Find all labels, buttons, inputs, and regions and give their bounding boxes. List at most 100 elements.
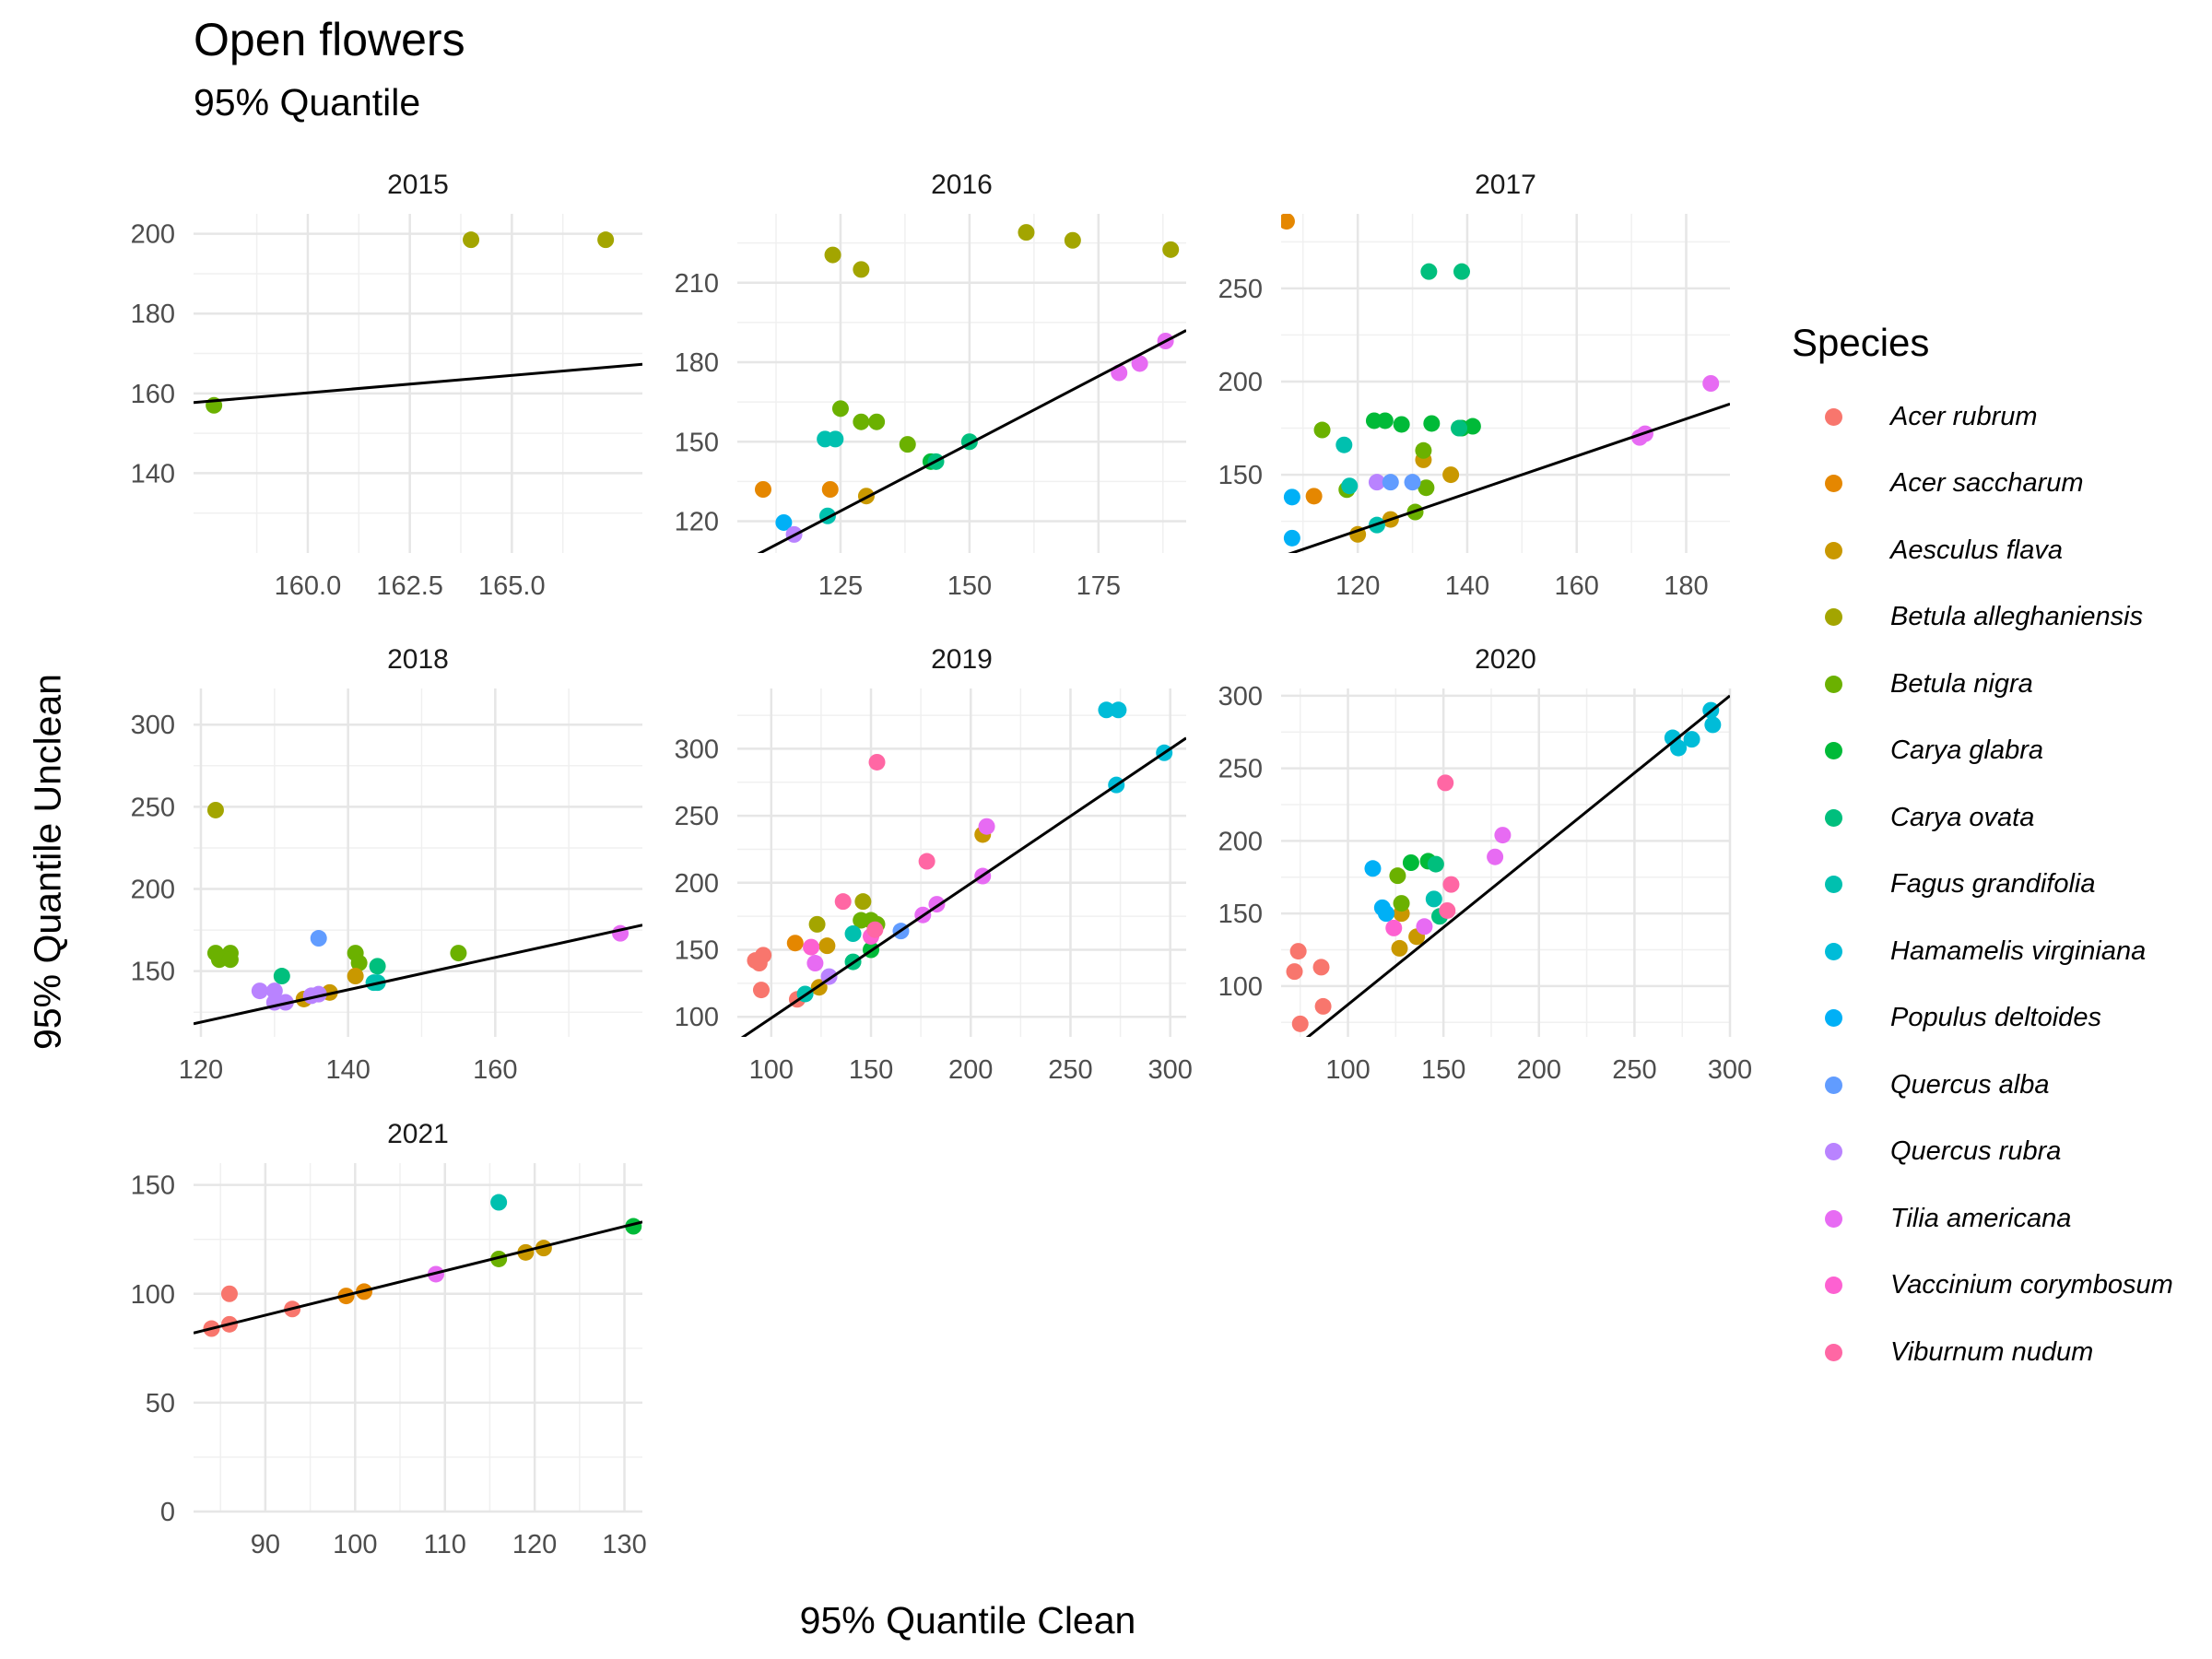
panel-marks (194, 1194, 642, 1337)
x-tick-label: 120 (179, 1055, 223, 1085)
x-tick-label: 125 (818, 571, 863, 601)
y-tick-label: 50 (146, 1389, 175, 1418)
fit-line (740, 736, 1186, 1037)
x-tick-label: 100 (749, 1055, 794, 1085)
data-point (1437, 774, 1454, 792)
legend-item: Hamamelis virginiana (1792, 918, 2173, 985)
data-point (1439, 901, 1456, 919)
data-point (310, 930, 327, 947)
chart-title: Open flowers (194, 14, 465, 65)
x-tick-label: 140 (325, 1055, 370, 1085)
data-point (775, 513, 793, 531)
data-point (755, 947, 772, 964)
fit-line (194, 1220, 642, 1335)
data-point (463, 231, 480, 249)
x-tick-label: 200 (948, 1055, 993, 1085)
x-tick-label: 120 (1335, 571, 1380, 601)
facet-panel-2016: 125 150 175 120 150 180 210 2016 (675, 170, 1186, 601)
data-point (752, 982, 770, 999)
data-point (824, 246, 841, 264)
legend-label: Quercus rubra (1890, 1136, 2062, 1167)
data-point (1283, 529, 1300, 547)
legend-key (1825, 541, 1842, 559)
data-point (347, 968, 364, 985)
legend-key (1825, 1277, 1842, 1295)
y-tick-label: 200 (675, 869, 719, 899)
legend-label: Betula nigra (1890, 668, 2033, 699)
data-point (1364, 860, 1382, 877)
data-point (1425, 890, 1442, 908)
data-point (490, 1194, 508, 1211)
facet-label: 2020 (1475, 644, 1536, 675)
data-point (1314, 997, 1332, 1015)
y-tick-label: 150 (675, 936, 719, 966)
legend-label: Aesculus flava (1890, 535, 2063, 565)
data-point (1415, 441, 1432, 459)
legend-key (1825, 608, 1842, 627)
data-point (1018, 224, 1035, 241)
x-tick-label: 160.0 (275, 571, 342, 601)
y-tick-label: 150 (131, 958, 175, 987)
fit-line (194, 362, 642, 405)
data-point (490, 1250, 508, 1267)
legend-item: Viburnum nudum (1792, 1319, 2173, 1386)
data-point (868, 413, 886, 430)
y-tick-label: 150 (1218, 461, 1263, 490)
y-tick-label: 200 (131, 220, 175, 250)
legend-item: Fagus grandifolia (1792, 852, 2173, 919)
data-point (1393, 895, 1410, 912)
data-point (1312, 959, 1330, 976)
x-tick-label: 130 (602, 1530, 646, 1559)
data-point (1389, 867, 1406, 885)
data-point (597, 231, 615, 249)
x-tick-label: 110 (424, 1530, 466, 1559)
data-point (1281, 214, 1295, 230)
data-point (1286, 963, 1303, 981)
data-point (221, 951, 239, 969)
data-point (844, 925, 862, 943)
y-tick-label: 160 (131, 380, 175, 409)
legend-item: Betula alleghaniensis (1792, 584, 2173, 652)
data-point (866, 921, 884, 938)
data-point (1420, 263, 1438, 280)
data-point (1442, 466, 1460, 484)
data-point (1110, 701, 1127, 719)
facet-panel-2018: 120 140 160 150 200 250 300 2018 (131, 644, 642, 1085)
legend-label: Acer rubrum (1890, 401, 2038, 431)
legend-item: Aesculus flava (1792, 517, 2173, 584)
data-point (1427, 855, 1444, 873)
facet-panel-2017: 120 140 160 180 150 200 250 2017 (1218, 170, 1730, 601)
x-tick-label: 160 (473, 1055, 517, 1085)
data-point (1305, 488, 1323, 505)
x-tick-label: 175 (1077, 571, 1121, 601)
data-point (517, 1243, 535, 1261)
data-point (1289, 943, 1307, 960)
data-point (369, 958, 386, 975)
fit-line (1288, 402, 1730, 553)
data-point (1702, 375, 1720, 392)
panel-marks (754, 224, 1186, 553)
y-tick-label: 150 (675, 428, 719, 457)
legend-label: Carya glabra (1890, 735, 2044, 766)
data-point (1098, 701, 1115, 719)
data-point (1283, 488, 1300, 506)
y-tick-label: 300 (131, 711, 175, 740)
legend-key (1825, 876, 1842, 894)
legend-key (1825, 942, 1842, 960)
data-point (899, 436, 916, 453)
legend-item: Betula nigra (1792, 651, 2173, 718)
facet-panel-2020: 100 150 200 250 300 100 150 200 250 300 2020 (1218, 644, 1753, 1085)
data-point (1416, 918, 1433, 935)
y-tick-label: 180 (131, 300, 175, 329)
y-tick-label: 210 (675, 269, 719, 299)
y-tick-label: 100 (131, 1280, 175, 1310)
data-point (1453, 263, 1470, 280)
x-tick-label: 200 (1517, 1055, 1561, 1085)
x-tick-label: 162.5 (376, 571, 443, 601)
data-point (1423, 415, 1441, 432)
facet-label: 2016 (931, 170, 993, 200)
legend-key (1825, 675, 1842, 693)
facet-panel-2015: 160.0 162.5 165.0 140 160 180 200 2015 (131, 170, 642, 601)
legend-label: Fagus grandifolia (1890, 869, 2096, 900)
